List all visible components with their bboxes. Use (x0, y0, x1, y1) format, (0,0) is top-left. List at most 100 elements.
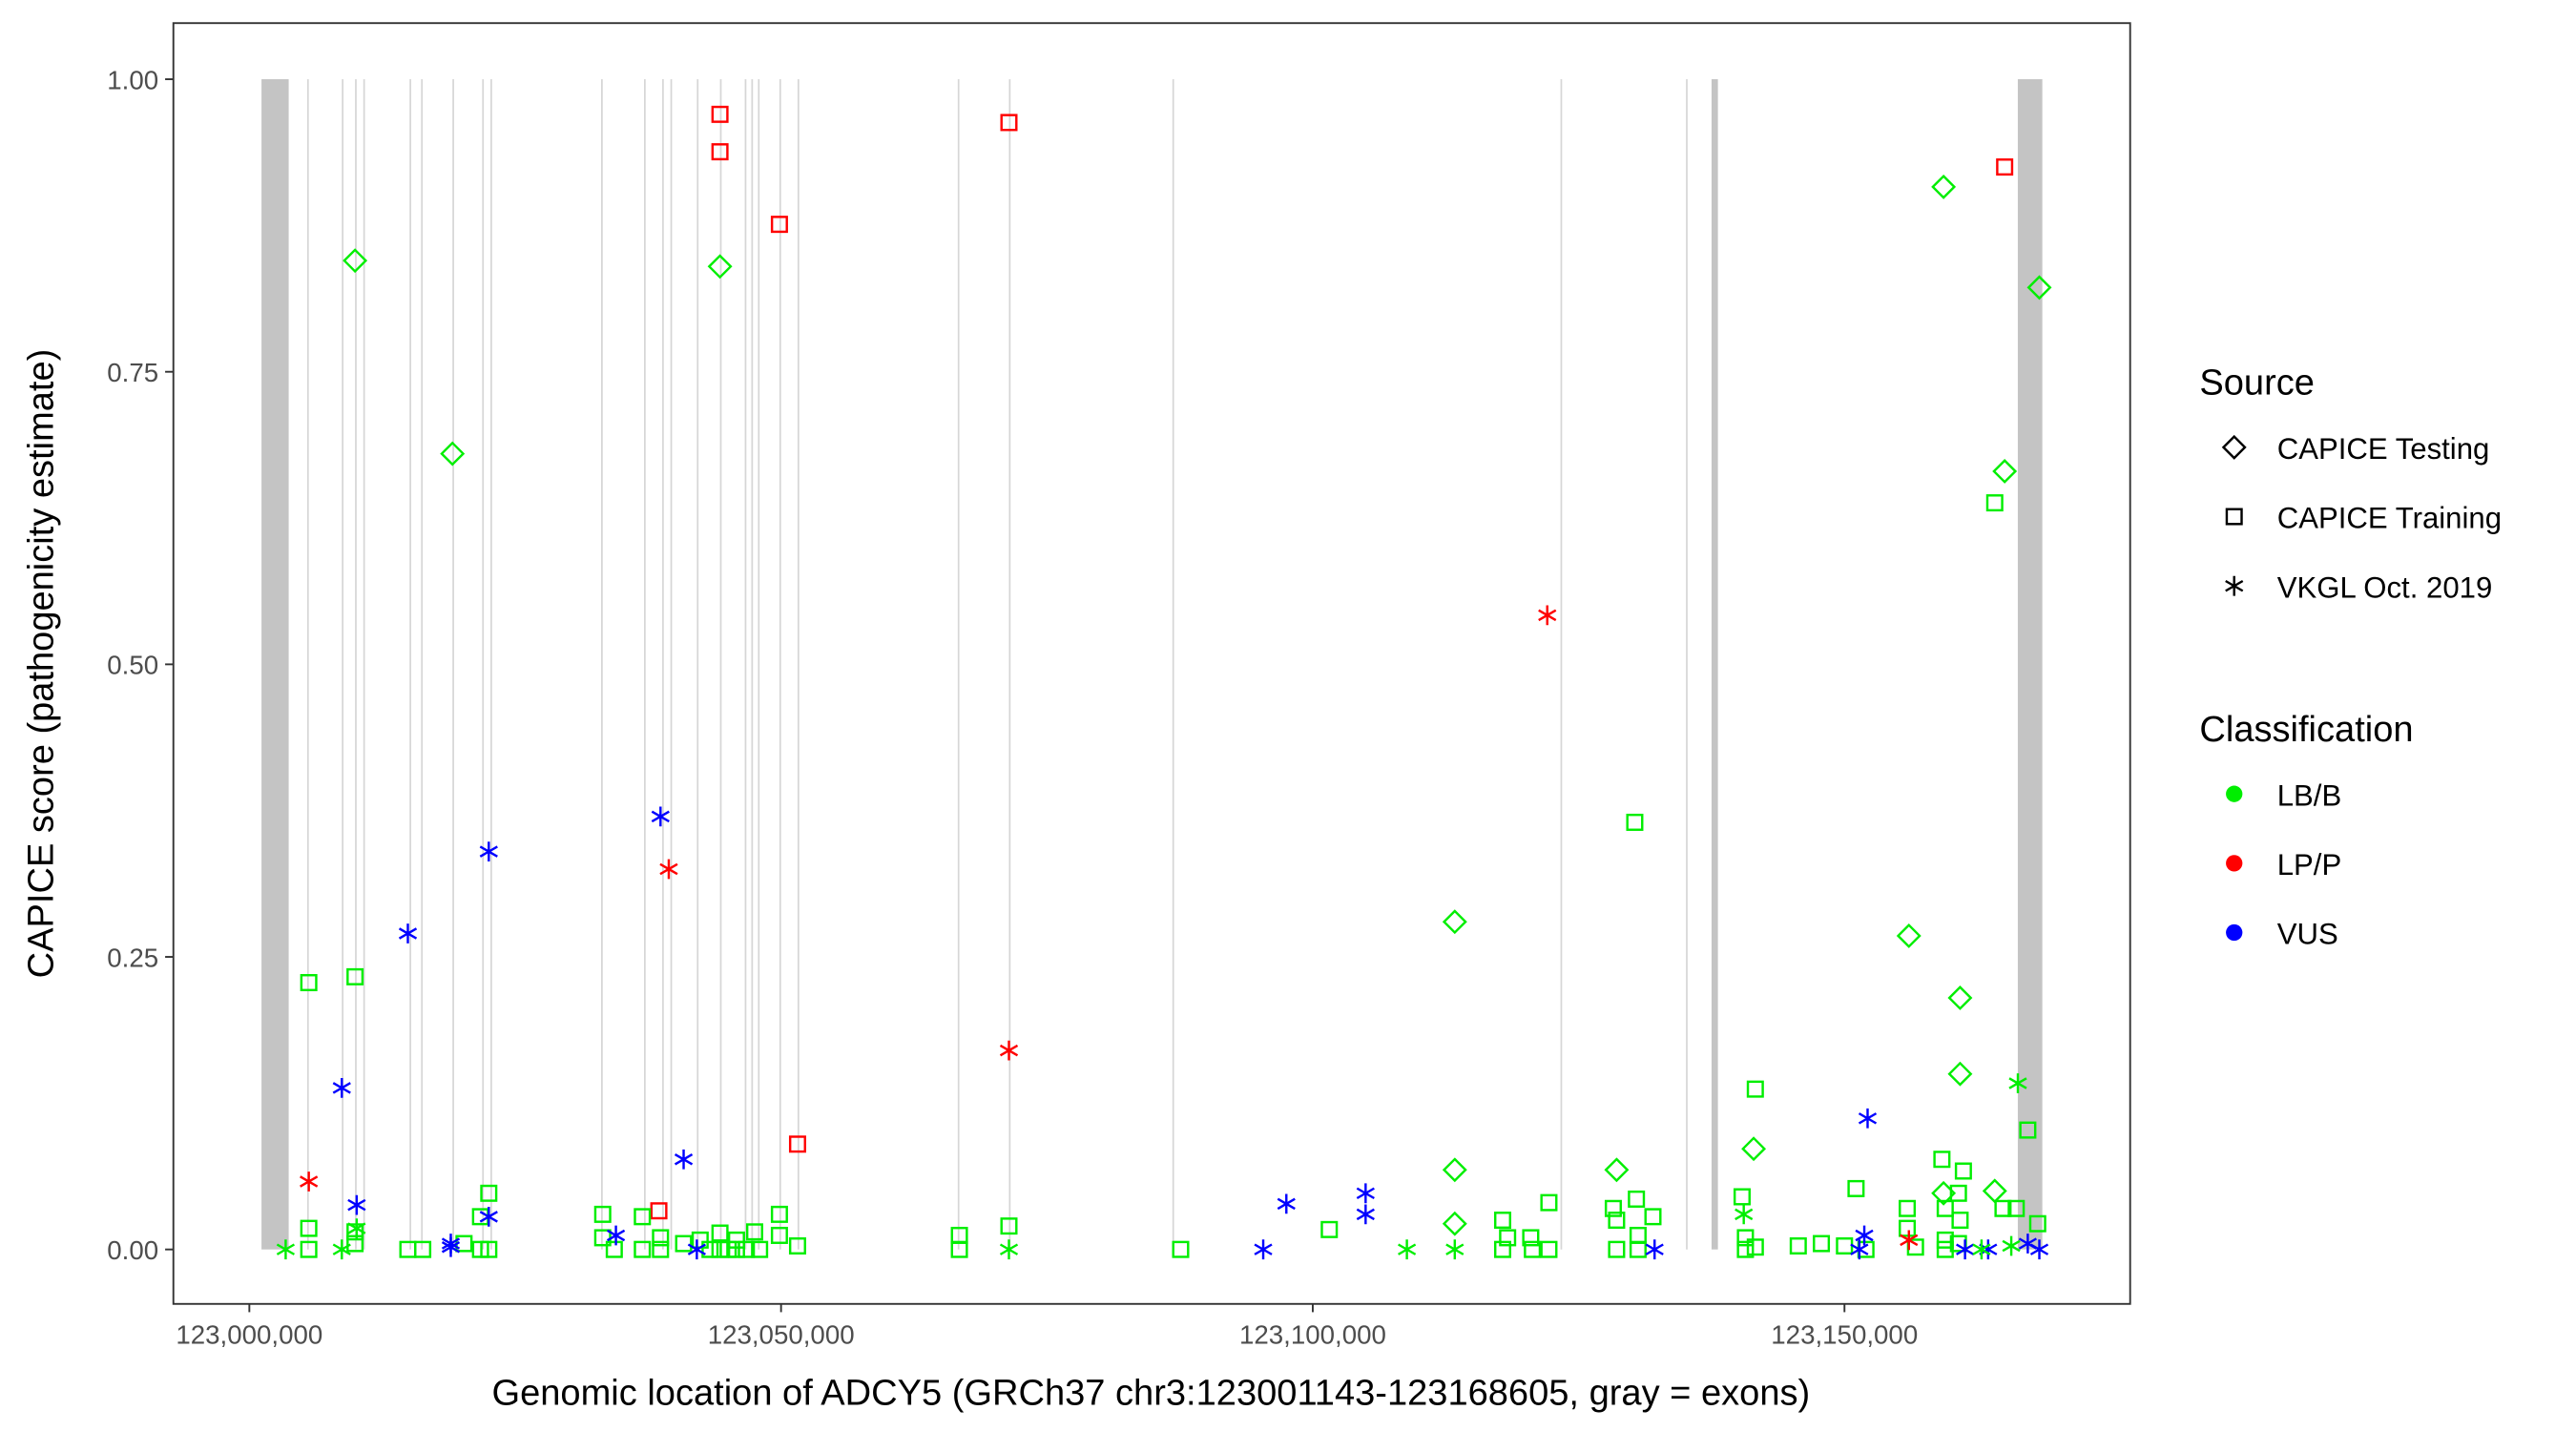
exon-band (751, 79, 754, 1250)
capice-training-point (1936, 1231, 1954, 1249)
capice-training-point (1899, 1219, 1917, 1237)
exon-band (662, 79, 664, 1250)
vkgl-point (398, 923, 418, 944)
capice-training-point (1524, 1240, 1542, 1258)
capice-testing-point (1931, 174, 1957, 199)
legend-class-label: LB/B (2277, 778, 2341, 812)
vkgl-point (1356, 1204, 1375, 1225)
y-tick-label: 0.00 (107, 1235, 158, 1265)
vkgl-point (1645, 1239, 1664, 1260)
capice-training-point (701, 1240, 719, 1258)
legend-class-title: Classification (2199, 710, 2413, 750)
vkgl-point (332, 1239, 351, 1260)
legend-dot-icon (2226, 855, 2243, 872)
exon-band (644, 79, 646, 1250)
capice-training-point (2019, 1121, 2037, 1139)
y-tick-label: 0.25 (107, 943, 158, 972)
x-tick-label: 123,150,000 (1771, 1319, 1918, 1349)
capice-training-point (1494, 1212, 1512, 1230)
y-tick-label: 1.00 (107, 65, 158, 94)
legend-class-label: VUS (2277, 918, 2338, 951)
exon-band (1711, 79, 1718, 1250)
capice-training-point (300, 1240, 318, 1258)
capice-training-point (1985, 494, 2004, 512)
legend-dot-icon (2226, 923, 2243, 942)
capice-training-point (346, 1234, 364, 1253)
legend-source-title: Source (2199, 363, 2315, 404)
capice-testing-point (440, 441, 466, 467)
capice-training-point (650, 1202, 668, 1220)
exon-band (719, 79, 722, 1250)
vkgl-point (1538, 605, 1557, 626)
exon-band (670, 79, 673, 1250)
vkgl-point (1858, 1108, 1878, 1129)
capice-training-point (634, 1208, 652, 1226)
exon-band (342, 79, 344, 1250)
capice-training-point (788, 1237, 806, 1255)
capice-training-point (1951, 1212, 1969, 1230)
capice-training-point (788, 1135, 806, 1153)
capice-training-point (2028, 1214, 2046, 1233)
capice-testing-point (707, 254, 733, 280)
capice-training-point (1000, 114, 1018, 132)
capice-testing-point (1741, 1136, 1767, 1162)
exon-band (409, 79, 411, 1250)
exon-band (452, 79, 454, 1250)
vkgl-point (347, 1194, 366, 1215)
exon-band (355, 79, 357, 1250)
capice-training-point (1604, 1199, 1622, 1217)
exon-band (758, 79, 760, 1250)
capice-training-point (1540, 1193, 1558, 1212)
vkgl-point (1855, 1225, 1874, 1246)
capice-training-point (480, 1184, 498, 1202)
y-axis: 0.00 0.25 0.50 0.75 1.00 (107, 65, 174, 1265)
vkgl-point (2002, 1235, 2021, 1256)
vkgl-point (479, 1206, 498, 1227)
vkgl-point (276, 1239, 296, 1260)
legend-class-label: LP/P (2277, 848, 2341, 881)
capice-training-point (1499, 1229, 1517, 1247)
exon-band (363, 79, 365, 1250)
capice-training-point (1644, 1208, 1662, 1226)
capice-training-point (2007, 1199, 2025, 1217)
capice-training-point (727, 1231, 745, 1249)
capice-training-point (1936, 1199, 1954, 1217)
vkgl-point (687, 1239, 706, 1260)
vkgl-point (2029, 1239, 2049, 1260)
vkgl-point (1735, 1204, 1754, 1225)
capice-testing-point (1442, 1211, 1467, 1236)
exon-band (1686, 79, 1688, 1250)
y-tick-label: 0.50 (107, 651, 158, 680)
vkgl-point (441, 1236, 461, 1257)
capice-training-point (593, 1205, 612, 1223)
capice-testing-point (1442, 1157, 1467, 1183)
legend-asterisk-icon (2225, 575, 2244, 596)
capice-training-point (770, 1226, 788, 1244)
exon-band (1560, 79, 1563, 1250)
exon-band (2017, 79, 2043, 1250)
capice-training-point (751, 1240, 769, 1258)
capice-training-point (652, 1240, 670, 1258)
capice-training-point (1933, 1151, 1951, 1169)
x-axis-title: Genomic location of ADCY5 (GRCh37 chr3:1… (491, 1373, 1810, 1413)
capice-training-point (605, 1240, 623, 1258)
capice-training-point (745, 1223, 763, 1241)
capice-training-point (300, 974, 318, 992)
legend: Source CAPICE Testing CAPICE Training VKGL… (2199, 363, 2502, 951)
data-points (276, 105, 2052, 1260)
vkgl-point (300, 1172, 319, 1192)
exon-band (482, 79, 485, 1250)
capice-training-point (634, 1240, 652, 1258)
exon-band (306, 79, 309, 1250)
capice-testing-point (1992, 459, 2018, 484)
capice-training-point (1746, 1238, 1764, 1256)
exon-band (1008, 79, 1011, 1250)
capice-training-point (1847, 1179, 1865, 1197)
capice-testing-point (2026, 275, 2052, 301)
capice-training-point (1608, 1240, 1626, 1258)
capice-training-point (300, 1219, 318, 1237)
capice-training-point (1608, 1212, 1626, 1230)
capice-training-point (1949, 1184, 1967, 1202)
capice-training-point (1522, 1229, 1540, 1247)
